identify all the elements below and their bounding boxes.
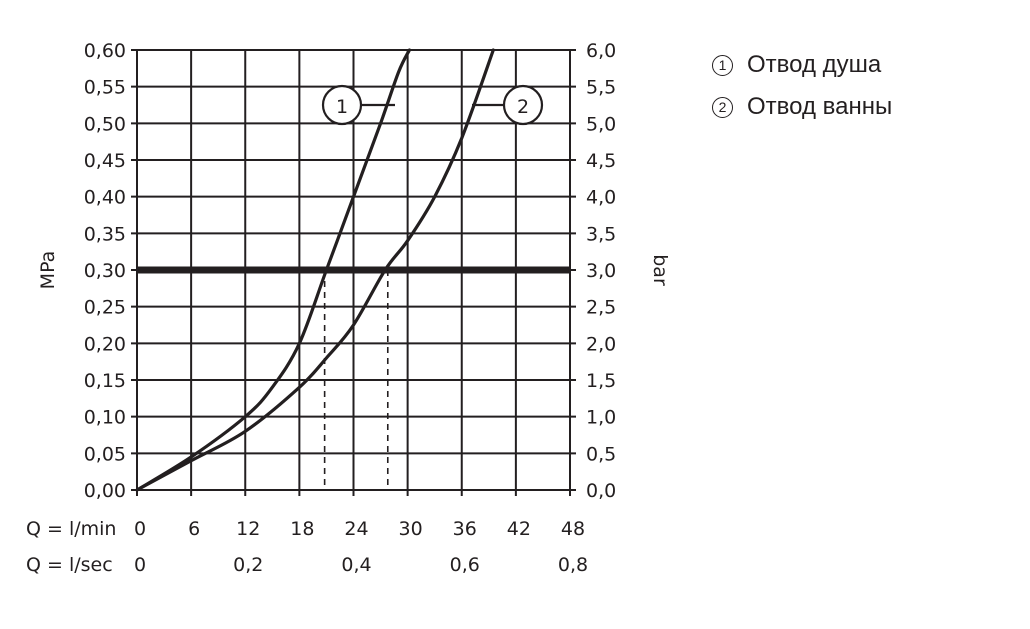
series-badge-label: 2 [517,96,529,118]
tick-labels: 0,00 0,00,05 0,50,10 1,00,15 1,50,20 2,00,25 2… [84,40,617,576]
x-axis-lmin-label: Q = l/min [26,518,116,540]
y-tick-right: 1,0 [586,407,616,429]
x-tick-lmin: 30 [399,518,423,540]
series-badge-circle [502,84,544,126]
legend-label: Отвод ванны [747,93,893,120]
drop-lines-group [323,270,389,490]
y-tick-left: 0,25 [84,297,126,319]
series-badge-circle [321,84,363,126]
y-axis-right-title: bar [649,254,671,286]
x-tick-lmin: 6 [188,518,200,540]
y-tick-left: 0,55 [84,77,126,99]
y-tick-left: 0,50 [84,113,126,135]
y-tick-right: 5,0 [586,113,616,135]
y-tick-left: 0,40 [84,187,126,209]
y-axis-left-title: MPa [37,251,59,290]
y-tick-left: 0,15 [84,370,126,392]
x-tick-lmin: 42 [507,518,531,540]
x-tick-lsec: 0,2 [233,554,263,576]
y-tick-left: 0,30 [84,260,126,282]
x-tick-lsec: 0,4 [341,554,371,576]
legend-item-2: 2 Отвод ванны [712,86,892,128]
x-tick-lsec: 0,8 [558,554,588,576]
x-tick-lmin: 18 [290,518,314,540]
x-tick-lmin: 48 [561,518,585,540]
y-tick-left: 0,45 [84,150,126,172]
series-badge-label: 1 [336,96,348,118]
x-tick-lsec: 0 [134,554,146,576]
series-curve-2 [135,48,495,492]
y-tick-right: 4,0 [586,187,616,209]
legend-number-badge: 2 [712,96,733,118]
y-tick-right: 4,5 [586,150,616,172]
y-tick-left: 0,00 [84,480,126,502]
x-tick-lsec: 0,6 [450,554,480,576]
x-tick-lmin: 36 [453,518,477,540]
series-curve-1 [135,48,411,492]
y-tick-left: 0,35 [84,223,126,245]
y-tick-right: 0,0 [586,480,616,502]
legend-item-1: 1 Отвод душа [712,44,892,86]
y-tick-right: 1,5 [586,370,616,392]
y-tick-left: 0,05 [84,443,126,465]
y-tick-right: 2,5 [586,297,616,319]
y-tick-right: 2,0 [586,333,616,355]
y-tick-right: 0,5 [586,443,616,465]
y-tick-right: 3,0 [586,260,616,282]
x-tick-lmin: 0 [134,518,146,540]
x-tick-lmin: 24 [344,518,368,540]
legend-label: Отвод душа [747,51,882,78]
x-axis-lsec-label: Q = l/sec [26,554,113,576]
x-tick-lmin: 12 [236,518,260,540]
y-tick-right: 3,5 [586,223,616,245]
y-tick-left: 0,10 [84,407,126,429]
legend: 1 Отвод душа 2 Отвод ванны [712,44,892,128]
y-tick-left: 0,20 [84,333,126,355]
y-tick-right: 6,0 [586,40,616,62]
legend-number-badge: 1 [712,54,733,76]
y-tick-left: 0,60 [84,40,126,62]
y-tick-right: 5,5 [586,77,616,99]
series-curves [135,48,495,492]
